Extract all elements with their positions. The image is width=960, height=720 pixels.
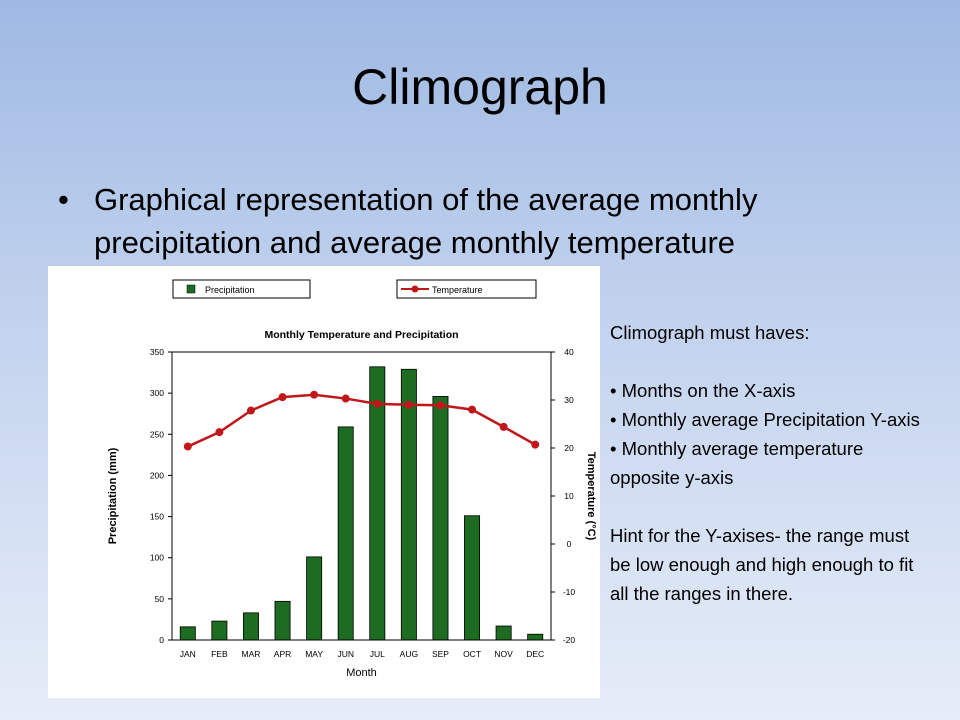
temperature-point [404, 400, 413, 409]
precipitation-bar [527, 633, 544, 641]
y2-tick-label: -10 [563, 587, 576, 597]
y-tick-label: 350 [150, 347, 164, 357]
precipitation-bar [432, 396, 449, 641]
y2-tick-label: 30 [564, 395, 574, 405]
y2-tick-label: 10 [564, 491, 574, 501]
y-tick-label: 100 [150, 553, 164, 563]
precipitation-bar [464, 515, 481, 641]
temperature-point [499, 422, 508, 431]
x-tick-label: JUL [370, 649, 385, 659]
slide-title: Climograph [352, 59, 608, 115]
temperature-point [531, 440, 540, 449]
y2-tick-label: 40 [564, 347, 574, 357]
precipitation-bar [337, 426, 354, 641]
notes-item-text: Monthly average Precipitation Y-axis [621, 409, 920, 430]
temperature-point [310, 390, 319, 399]
x-axis-label: Month [346, 667, 377, 679]
legend-label-temperature: Temperature [432, 285, 483, 295]
notes-item: • Monthly average Precipitation Y-axis [610, 409, 920, 430]
precipitation-bar [179, 626, 196, 641]
legend-box-precipitation [172, 279, 311, 299]
notes-heading: Climograph must haves: [610, 322, 810, 343]
temperature-point [468, 405, 477, 414]
notes-panel: Climograph must haves: • Months on the X… [610, 318, 930, 608]
precipitation-bar [242, 612, 259, 641]
bullet-text: Graphical representation of the average … [94, 182, 758, 260]
temperature-point [436, 401, 445, 410]
legend-marker-temperature [411, 285, 419, 293]
legend-swatch-precipitation [186, 284, 196, 294]
temperature-point [373, 399, 382, 408]
y-tick-label: 150 [150, 512, 164, 522]
notes-item-text: Months on the X-axis [621, 380, 796, 401]
x-tick-label: APR [274, 649, 291, 659]
temperature-point [341, 394, 350, 403]
y2-axis-label: Temperature (°C) [585, 452, 597, 541]
plot-frame [171, 351, 552, 641]
x-tick-label: MAR [242, 649, 261, 659]
x-tick-label: DEC [526, 649, 544, 659]
x-tick-label: AUG [400, 649, 418, 659]
notes-item: • Monthly average temperature opposite y… [610, 438, 864, 488]
y2-tick-label: 20 [564, 443, 574, 453]
y-tick-label: 0 [159, 635, 164, 645]
chart-panel: Precipitation Temperature Monthly Temperat… [48, 266, 600, 698]
chart-title: Monthly Temperature and Precipitation [264, 329, 458, 341]
x-tick-label: FEB [211, 649, 228, 659]
y-tick-label: 200 [150, 470, 164, 480]
x-tick-label: JAN [180, 649, 196, 659]
precipitation-bar [495, 625, 512, 641]
temperature-point [278, 393, 287, 402]
y-tick-label: 50 [155, 594, 165, 604]
notes-item-text: Monthly average temperature opposite y-a… [610, 438, 864, 488]
temperature-point [215, 428, 224, 437]
y2-tick-label: 0 [567, 539, 572, 549]
temperature-point [183, 442, 192, 451]
x-tick-label: JUN [337, 649, 354, 659]
bullet-dot-icon: • [58, 182, 69, 217]
x-tick-label: OCT [463, 649, 481, 659]
x-tick-label: SEP [432, 649, 449, 659]
x-tick-label: MAY [305, 649, 323, 659]
bullet-point: • Graphical representation of the averag… [58, 178, 898, 264]
y-tick-label: 300 [150, 388, 164, 398]
precipitation-bar [306, 556, 323, 641]
x-tick-label: NOV [494, 649, 513, 659]
legend-box-temperature [396, 279, 537, 299]
notes-hint: Hint for the Y-axises- the range must be… [610, 525, 914, 604]
y-tick-label: 250 [150, 429, 164, 439]
temperature-point [246, 406, 255, 415]
notes-item: • Months on the X-axis [610, 380, 796, 401]
precipitation-bar [274, 600, 291, 641]
climograph-chart: Precipitation Temperature Monthly Temperat… [107, 279, 597, 679]
precipitation-bar [400, 368, 417, 641]
legend-label-precipitation: Precipitation [205, 285, 255, 295]
temperature-line [187, 393, 536, 448]
y2-tick-label: -20 [563, 635, 576, 645]
precipitation-bar [211, 620, 228, 641]
y-axis-label: Precipitation (mm) [107, 447, 119, 544]
